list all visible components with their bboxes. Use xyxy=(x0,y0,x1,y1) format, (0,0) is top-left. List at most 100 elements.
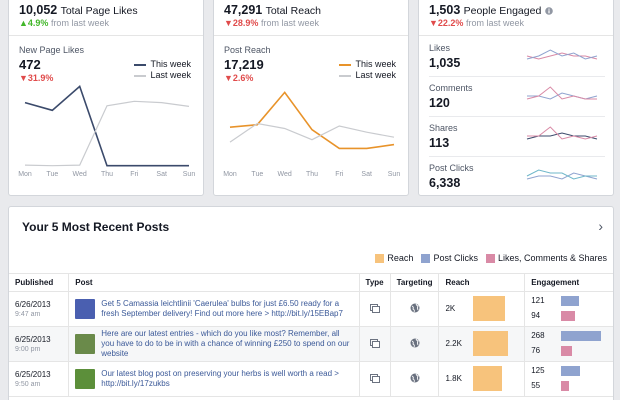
legend-swatch xyxy=(485,253,495,263)
chevron-right-icon[interactable]: › xyxy=(598,218,603,234)
engagement-bar xyxy=(561,381,570,391)
reach-cell: 1.8K xyxy=(438,361,525,397)
published-date: 6/26/2013 xyxy=(15,300,51,309)
x-tick-label: Wed xyxy=(278,171,292,178)
post-thumbnail[interactable] xyxy=(75,369,96,389)
reach-value: 1.8K xyxy=(445,374,462,383)
chart-change: ▼2.6% xyxy=(224,73,254,83)
post-thumbnail[interactable] xyxy=(75,299,96,319)
table-row[interactable]: 6/25/2013 9:50 am Our latest blog post on … xyxy=(9,361,613,397)
change-percent: ▼28.9% xyxy=(224,18,259,28)
x-tick-label: Fri xyxy=(335,171,344,178)
engagement-row-comments: Comments 120 xyxy=(429,79,605,117)
table-row[interactable]: 6/26/2013 9:47 am Get 5 Camassia leichtlin… xyxy=(9,291,613,327)
reach-bar xyxy=(473,331,509,356)
likes-series-this-week xyxy=(24,85,189,167)
post-link[interactable]: Get 5 Camassia leichtlinii 'Caerulea' bu… xyxy=(101,299,343,318)
x-tick-label: Sat xyxy=(156,171,167,178)
legend-label: Reach xyxy=(387,253,414,263)
post-cell: Get 5 Camassia leichtlinii 'Caerulea' bu… xyxy=(68,291,360,327)
people-engaged-change: ▼22.2% from last week xyxy=(429,18,524,28)
published-cell: 6/25/2013 9:00 pm xyxy=(9,326,69,362)
x-tick-label: Sun xyxy=(388,171,401,178)
post-thumbnail[interactable] xyxy=(75,334,96,354)
new-page-likes-chart: Mon Tue Wed Thu Fri Sat Sun xyxy=(18,85,195,178)
change-suffix: from last week xyxy=(50,18,109,28)
engagement-value: 55 xyxy=(531,381,541,390)
globe-icon xyxy=(410,303,420,313)
table-header-row: Published Post Type Targeting Reach Enga… xyxy=(9,273,613,292)
targeting-cell xyxy=(389,291,439,327)
engagement-label: Shares xyxy=(429,123,458,133)
x-tick-label: Thu xyxy=(101,171,113,178)
change-suffix: from last week xyxy=(260,18,319,28)
engagement-cell: 268 76 xyxy=(524,326,613,362)
published-date: 6/25/2013 xyxy=(15,370,51,379)
legend-swatch xyxy=(134,63,147,66)
legend-swatch xyxy=(339,63,352,66)
engagement-bar xyxy=(561,346,573,356)
reach-cell: 2.2K xyxy=(438,326,525,362)
legend-label: Post Clicks xyxy=(433,253,478,263)
info-icon[interactable] xyxy=(544,7,553,15)
engagement-row-post-clicks: Post Clicks 6,338 xyxy=(429,159,605,197)
post-clicks-bar xyxy=(561,331,602,341)
chart-legend: This week Last week xyxy=(134,59,191,81)
legend-this-week: This week xyxy=(339,59,396,70)
legend-label: Last week xyxy=(355,70,396,80)
engagement-label: Post Clicks xyxy=(429,163,474,173)
x-tick-label: Mon xyxy=(18,171,32,178)
engagement-bar xyxy=(561,311,576,321)
chart-title: New Page Likes xyxy=(19,45,85,55)
legend-last-week: Last week xyxy=(134,70,191,81)
published-cell: 6/26/2013 9:47 am xyxy=(9,291,69,327)
total-reach-header: 47,291 Total Reach xyxy=(224,3,321,17)
post-cell: Here are our latest entries - which do y… xyxy=(68,326,360,362)
x-tick-label: Tue xyxy=(251,171,263,178)
reach-bar xyxy=(473,366,503,391)
sparkline-series xyxy=(526,169,597,180)
change-percent: ▼22.2% xyxy=(429,18,464,28)
targeting-cell xyxy=(389,326,439,362)
divider xyxy=(214,35,408,36)
reach-cell: 2K xyxy=(438,291,525,327)
engagement-value: 6,338 xyxy=(429,176,461,190)
divider xyxy=(419,35,613,36)
header-engagement[interactable]: Engagement xyxy=(524,273,613,292)
legend-label: Last week xyxy=(150,70,191,80)
legend-label: This week xyxy=(355,59,396,69)
post-clicks-sparkline xyxy=(526,169,598,180)
reach-bar xyxy=(473,296,506,321)
x-tick-label: Thu xyxy=(306,171,318,178)
header-type[interactable]: Type xyxy=(358,273,391,292)
header-published[interactable]: Published xyxy=(9,273,69,292)
post-link[interactable]: Our latest blog post on preserving your … xyxy=(101,369,339,388)
header-post[interactable]: Post xyxy=(68,273,360,292)
total-page-likes-value: 10,052 xyxy=(19,3,58,17)
sparkline-series xyxy=(526,86,597,100)
divider xyxy=(9,35,203,36)
type-cell xyxy=(358,326,391,362)
engagement-value: 113 xyxy=(429,136,450,150)
published-time: 9:00 pm xyxy=(15,346,41,353)
chart-title: Post Reach xyxy=(224,45,271,55)
engagement-value: 1,035 xyxy=(429,56,461,70)
people-engaged-card: 1,503 People Engaged ▼22.2% from last we… xyxy=(418,0,614,196)
type-cell xyxy=(358,291,391,327)
change-percent: ▲4.9% xyxy=(19,18,49,28)
header-targeting[interactable]: Targeting xyxy=(389,273,439,292)
header-reach[interactable]: Reach xyxy=(438,273,525,292)
legend-this-week: This week xyxy=(134,59,191,70)
reach-card: 47,291 Total Reach ▼28.9% from last week… xyxy=(213,0,409,196)
engagement-value: 120 xyxy=(429,96,450,110)
people-engaged-header: 1,503 People Engaged xyxy=(429,3,553,17)
shares-sparkline xyxy=(526,126,598,140)
table-row[interactable]: 6/25/2013 9:00 pm Here are our latest entr… xyxy=(9,326,613,362)
engagement-cell: 125 55 xyxy=(524,361,613,397)
total-page-likes-header: 10,052 Total Page Likes xyxy=(19,3,138,17)
sparkline-series xyxy=(526,52,598,60)
chart-change: ▼31.9% xyxy=(19,73,54,83)
post-link[interactable]: Here are our latest entries - which do y… xyxy=(101,329,350,358)
reach-value: 2.2K xyxy=(445,339,462,348)
type-cell xyxy=(358,361,391,397)
